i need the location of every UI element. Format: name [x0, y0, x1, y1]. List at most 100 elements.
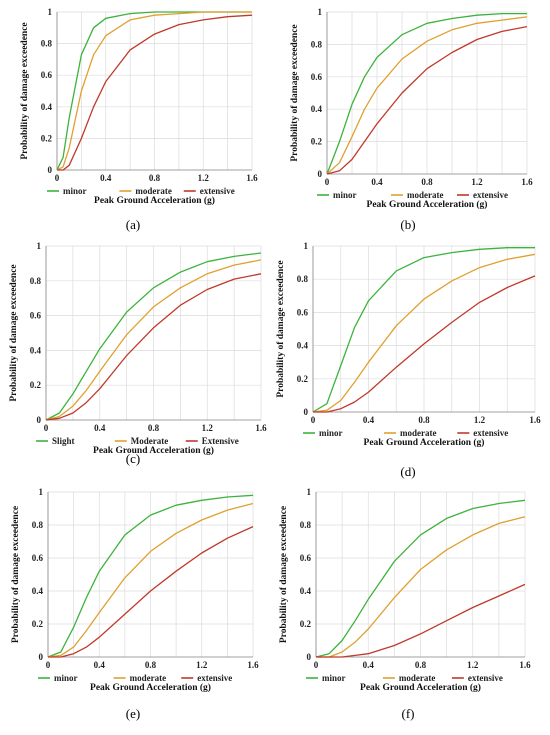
x-axis-title: Peak Ground Acceleration (g) — [364, 437, 485, 448]
y-tick-label: 0 — [307, 652, 312, 662]
y-tick-label: 1 — [37, 241, 42, 251]
y-tick-label: 0.4 — [41, 102, 53, 112]
legend-label-moderate: moderate — [400, 428, 436, 438]
x-tick-label: 1.6 — [521, 177, 533, 187]
legend-label-moderate: moderate — [130, 673, 166, 683]
chart-panel-3: 0 0.2 0.4 0.6 0.8 1 0 0.4 0.8 1.2 1.6 Slight Moderat… — [9, 241, 267, 466]
y-tick-label: 0.4 — [32, 586, 44, 596]
y-tick-label: 0.4 — [30, 345, 42, 355]
x-tick-label: 1.6 — [519, 660, 531, 670]
y-axis-title: Probability of damage exceedence — [279, 506, 289, 643]
chart-panel-1: 0 0.2 0.4 0.6 0.8 1 0 0.4 0.8 1.2 1.6 minor moderate… — [20, 7, 258, 232]
y-tick-label: 1 — [307, 487, 312, 497]
x-tick-label: 0 — [311, 415, 316, 425]
legend-label-minor: minor — [319, 428, 343, 438]
x-axis-title: Peak Ground Acceleration (g) — [360, 682, 481, 693]
y-axis-title: Probability of damage exceedence — [290, 24, 300, 161]
x-tick-label: 0.8 — [145, 660, 157, 670]
panel-label: (f) — [402, 706, 415, 721]
legend-label-slight: Slight — [52, 436, 75, 446]
x-tick-label: 1.2 — [198, 173, 210, 183]
y-tick-label: 0.4 — [297, 341, 309, 351]
x-tick-label: 0 — [55, 173, 60, 183]
y-tick-label: 0.2 — [311, 137, 323, 147]
y-tick-label: 0.8 — [300, 520, 312, 530]
x-tick-label: 1.6 — [529, 415, 541, 425]
x-tick-label: 0.4 — [94, 660, 106, 670]
x-tick-label: 0.4 — [363, 660, 375, 670]
y-tick-label: 0.6 — [311, 72, 323, 82]
legend-label-moderate: moderate — [399, 673, 435, 683]
x-axis-title: Peak Ground Acceleration (g) — [94, 195, 215, 206]
legend-label-extensive: extensive — [473, 428, 508, 438]
legend-label-extensive: extensive — [197, 673, 232, 683]
legend-label-extensive: extensive — [200, 186, 235, 196]
x-tick-label: 1.2 — [467, 660, 479, 670]
panel-label: (b) — [400, 217, 415, 232]
legend-label-moderate: moderate — [135, 186, 171, 196]
y-tick-label: 0.4 — [311, 104, 323, 114]
y-tick-label: 0.6 — [32, 553, 44, 563]
y-tick-label: 0.8 — [311, 39, 323, 49]
y-tick-label: 1 — [48, 7, 53, 17]
y-tick-label: 0.6 — [41, 70, 53, 80]
x-tick-label: 1.2 — [474, 415, 486, 425]
panel-label: (a) — [126, 217, 140, 232]
y-tick-label: 1 — [318, 7, 323, 17]
y-tick-label: 0.2 — [300, 619, 312, 629]
y-axis-title: Probability of damage exceedence — [276, 260, 286, 397]
x-tick-label: 0 — [314, 660, 319, 670]
x-tick-label: 0.8 — [418, 415, 430, 425]
y-tick-label: 0.8 — [32, 520, 44, 530]
x-tick-label: 0.4 — [371, 177, 383, 187]
y-tick-label: 0.8 — [41, 39, 53, 49]
chart-panel-6: 0 0.2 0.4 0.6 0.8 1 0 0.4 0.8 1.2 1.6 minor moderate… — [279, 487, 531, 721]
y-tick-label: 1 — [39, 487, 44, 497]
y-tick-label: 0.2 — [41, 133, 53, 143]
x-axis-title: Peak Ground Acceleration (g) — [90, 682, 211, 693]
legend-label-minor: minor — [322, 673, 346, 683]
legend-label-extensive: extensive — [473, 190, 508, 200]
legend-label-extensive: extensive — [468, 673, 503, 683]
x-tick-label: 0 — [325, 177, 330, 187]
y-tick-label: 0.6 — [300, 553, 312, 563]
x-axis-title: Peak Ground Acceleration (g) — [367, 199, 488, 210]
legend-label-moderate: moderate — [407, 190, 443, 200]
x-tick-label: 0.8 — [148, 423, 160, 433]
y-axis-title: Probability of damage exceedence — [11, 506, 21, 643]
y-tick-label: 0.8 — [30, 276, 42, 286]
y-tick-label: 1 — [304, 241, 309, 251]
panel-label: (c) — [126, 451, 140, 466]
x-tick-label: 0.8 — [421, 177, 433, 187]
x-axis-title: Peak Ground Acceleration (g) — [93, 445, 214, 456]
y-tick-label: 0.4 — [300, 586, 312, 596]
y-tick-label: 0.2 — [32, 619, 44, 629]
y-tick-label: 0 — [37, 415, 42, 425]
legend-label-moderate: Moderate — [131, 436, 168, 446]
legend-label-minor: minor — [63, 186, 87, 196]
y-tick-label: 0.6 — [297, 307, 309, 317]
y-tick-label: 0 — [39, 652, 44, 662]
legend-label-minor: minor — [333, 190, 357, 200]
x-tick-label: 0.8 — [149, 173, 161, 183]
y-tick-label: 0.2 — [30, 380, 42, 390]
x-tick-label: 1.2 — [202, 423, 214, 433]
x-tick-label: 0 — [46, 660, 51, 670]
panel-label: (d) — [400, 464, 415, 479]
chart-panel-5: 0 0.2 0.4 0.6 0.8 1 0 0.4 0.8 1.2 1.6 minor moderate… — [11, 487, 259, 721]
y-tick-label: 0 — [48, 165, 53, 175]
x-tick-label: 1.6 — [255, 423, 267, 433]
chart-panel-4: 00.20.40.60.810 0.4 0.8 1.2 1.6minor moderate… — [276, 241, 541, 479]
y-tick-label: 0.8 — [297, 274, 309, 284]
x-tick-label: 0.4 — [100, 173, 112, 183]
legend-label-extensive: Extensive — [202, 436, 239, 446]
panel-label: (e) — [126, 706, 140, 721]
x-tick-label: 1.2 — [471, 177, 483, 187]
chart-panel-2: 0 0.2 0.4 0.6 0.8 1 0 0.4 0.8 1.2 1.6 minor moderate… — [290, 7, 533, 232]
x-tick-label: 1.2 — [196, 660, 208, 670]
y-axis-title: Probability of damage exceedence — [9, 264, 19, 401]
x-tick-label: 0.4 — [94, 423, 106, 433]
legend-label-minor: minor — [54, 673, 78, 683]
x-tick-label: 1.6 — [247, 660, 259, 670]
